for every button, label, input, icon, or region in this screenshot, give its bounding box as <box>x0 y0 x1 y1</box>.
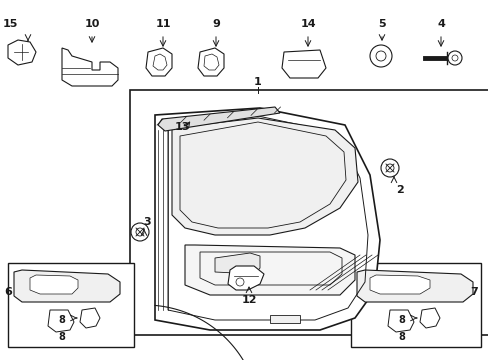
Polygon shape <box>48 310 74 332</box>
Polygon shape <box>282 50 325 78</box>
Text: 12: 12 <box>241 295 256 305</box>
Text: 2: 2 <box>395 185 403 195</box>
Polygon shape <box>158 107 280 131</box>
Polygon shape <box>387 310 413 332</box>
Circle shape <box>451 55 457 61</box>
Text: 7: 7 <box>469 287 477 297</box>
Polygon shape <box>30 275 78 294</box>
Bar <box>350 263 480 347</box>
Circle shape <box>236 278 244 286</box>
Text: 3: 3 <box>143 217 150 227</box>
Polygon shape <box>356 270 472 302</box>
Polygon shape <box>198 48 224 76</box>
Polygon shape <box>184 245 354 295</box>
Polygon shape <box>8 40 36 65</box>
Polygon shape <box>155 108 379 330</box>
Circle shape <box>369 45 391 67</box>
Circle shape <box>375 51 385 61</box>
Circle shape <box>447 51 461 65</box>
Polygon shape <box>172 118 357 235</box>
Text: 1: 1 <box>254 77 262 87</box>
Text: 8: 8 <box>398 332 405 342</box>
Text: 4: 4 <box>436 19 444 29</box>
Polygon shape <box>419 308 439 328</box>
Circle shape <box>131 223 149 241</box>
Text: 5: 5 <box>377 19 385 29</box>
Text: 15: 15 <box>2 19 18 29</box>
Bar <box>8 263 134 347</box>
Text: 6: 6 <box>4 287 12 297</box>
Polygon shape <box>62 48 118 86</box>
Text: 10: 10 <box>84 19 100 29</box>
Circle shape <box>385 164 393 172</box>
Text: 11: 11 <box>155 19 170 29</box>
Polygon shape <box>215 253 260 274</box>
Polygon shape <box>369 275 429 294</box>
Text: 8: 8 <box>59 332 65 342</box>
Circle shape <box>136 228 143 236</box>
Bar <box>269 315 299 323</box>
Polygon shape <box>80 308 100 328</box>
Bar <box>130 90 488 335</box>
Text: 14: 14 <box>300 19 315 29</box>
Polygon shape <box>14 270 120 302</box>
Circle shape <box>380 159 398 177</box>
Polygon shape <box>227 266 264 290</box>
Polygon shape <box>146 48 172 76</box>
Text: 9: 9 <box>212 19 220 29</box>
Text: 8: 8 <box>59 315 65 325</box>
Text: 8: 8 <box>398 315 405 325</box>
Text: 13: 13 <box>174 122 189 132</box>
